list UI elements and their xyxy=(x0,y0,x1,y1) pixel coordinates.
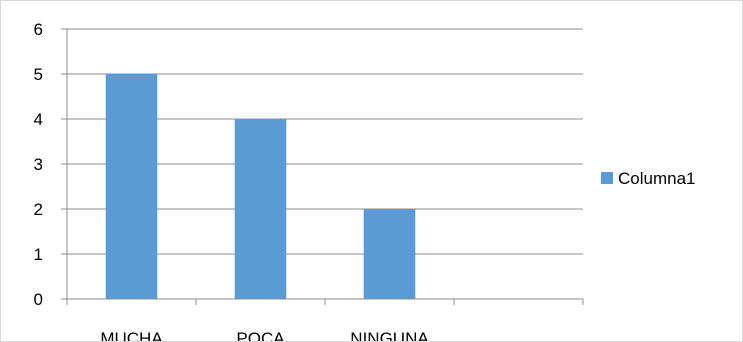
legend: Columna1 xyxy=(601,169,696,188)
x-tick-label: POCA xyxy=(236,329,285,341)
y-tick-label: 3 xyxy=(34,155,43,174)
y-tick-label: 6 xyxy=(34,20,43,39)
bar-poca xyxy=(234,119,287,299)
legend-swatch xyxy=(601,172,613,184)
x-tick-label: MUCHA xyxy=(100,329,163,341)
x-tick-label: NINGUNA xyxy=(350,329,429,341)
axes xyxy=(61,28,584,305)
y-tick-label: 5 xyxy=(34,65,43,84)
bar-ninguna xyxy=(363,209,416,299)
bar-mucha xyxy=(105,74,158,299)
y-tick-label: 2 xyxy=(34,200,43,219)
y-tick-label: 1 xyxy=(34,245,43,264)
y-tick-label: 0 xyxy=(34,290,43,309)
legend-label: Columna1 xyxy=(618,169,696,188)
y-tick-labels: 0 1 2 3 4 5 6 xyxy=(34,20,43,309)
y-tick-label: 4 xyxy=(34,110,43,129)
x-tick-labels: MUCHA POCA NINGUNA xyxy=(100,329,429,341)
bars xyxy=(105,74,416,299)
